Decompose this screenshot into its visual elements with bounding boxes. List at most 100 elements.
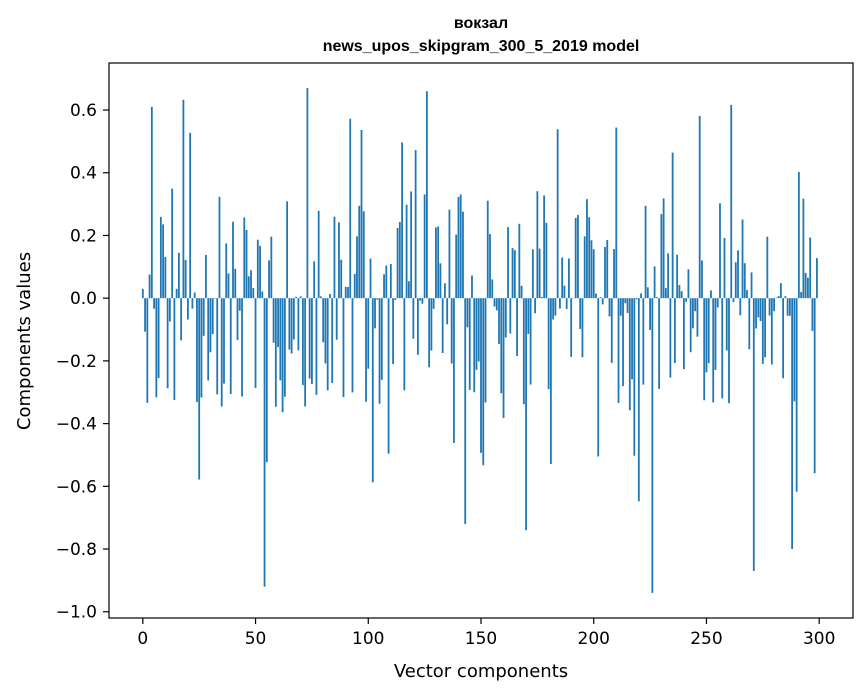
bar (311, 298, 313, 385)
bar (779, 283, 782, 299)
bar (660, 214, 663, 299)
bar (425, 91, 428, 299)
bar (597, 298, 600, 457)
y-tick-label: 0.2 (70, 226, 97, 246)
bar (265, 298, 268, 463)
bar (356, 236, 358, 299)
bar (450, 298, 453, 364)
bar (791, 298, 794, 550)
bar (292, 298, 295, 340)
bar (649, 298, 651, 330)
y-axis: 0.6 0.4 0.2 0.0 −0.2 −0.4 −0.6 −0.8 −1.0 (56, 101, 109, 623)
bar (723, 237, 726, 299)
bar (750, 272, 753, 299)
bar (766, 236, 769, 299)
bar (308, 298, 311, 379)
bar (342, 298, 345, 398)
bar (816, 258, 818, 299)
bar (516, 298, 518, 356)
bar (502, 298, 505, 418)
bar (389, 264, 392, 299)
bar (743, 263, 746, 299)
bar (338, 222, 340, 299)
bar (376, 298, 379, 300)
bar (495, 298, 498, 311)
bar (448, 209, 451, 299)
bar (256, 239, 259, 299)
bar (358, 205, 361, 299)
bar (371, 298, 374, 483)
bar (191, 298, 194, 309)
bar (707, 298, 710, 364)
bar (547, 298, 550, 390)
bar (159, 216, 162, 299)
bar (579, 298, 582, 329)
bar (658, 298, 661, 389)
bar (274, 298, 277, 407)
bar (703, 298, 706, 401)
bar (405, 204, 408, 299)
bar (193, 292, 196, 299)
bar (518, 223, 521, 299)
bar (739, 298, 742, 316)
bar (545, 222, 548, 299)
bar (270, 236, 273, 299)
bar (150, 106, 153, 299)
bar (403, 298, 406, 391)
bar (698, 115, 701, 299)
bar (572, 297, 575, 299)
bar (757, 298, 760, 318)
bar (184, 260, 187, 299)
bar (216, 298, 219, 395)
bar (788, 298, 791, 316)
bar (678, 285, 681, 299)
bar (168, 298, 171, 322)
bar (144, 298, 146, 332)
bar (353, 273, 356, 299)
bar (187, 298, 189, 320)
bar (667, 253, 670, 299)
bar (205, 254, 207, 299)
bar (590, 240, 593, 299)
bar (730, 104, 733, 299)
bar (716, 298, 719, 308)
bar (220, 298, 223, 407)
bar (315, 298, 318, 395)
bar (475, 298, 478, 370)
x-tick-label: 100 (352, 629, 384, 649)
bar (561, 257, 564, 299)
y-axis-label: Components values (14, 252, 35, 430)
x-axis-label: Vector components (394, 661, 568, 682)
bar (692, 298, 694, 329)
bar (177, 252, 180, 299)
y-tick-label: −0.6 (56, 477, 97, 497)
bar (286, 201, 289, 299)
bar (676, 254, 679, 299)
bar (146, 298, 149, 403)
bar (419, 298, 422, 301)
bar (299, 296, 302, 299)
bar (748, 298, 751, 350)
bar (507, 227, 509, 299)
bar (360, 129, 363, 299)
bar (732, 298, 735, 303)
bar (473, 298, 476, 393)
bar (599, 297, 602, 299)
bar (653, 266, 656, 299)
bar (595, 293, 597, 299)
bar (568, 258, 570, 299)
bar (500, 298, 503, 394)
bar (466, 298, 469, 328)
bar (459, 194, 462, 299)
bar (712, 298, 715, 403)
bar (430, 298, 433, 351)
x-tick-label: 150 (465, 629, 497, 649)
bar (301, 298, 304, 386)
bar (344, 286, 347, 299)
bar (538, 248, 541, 299)
bar (250, 270, 252, 299)
bar (549, 298, 552, 464)
bar (673, 298, 676, 363)
bar (520, 285, 523, 299)
